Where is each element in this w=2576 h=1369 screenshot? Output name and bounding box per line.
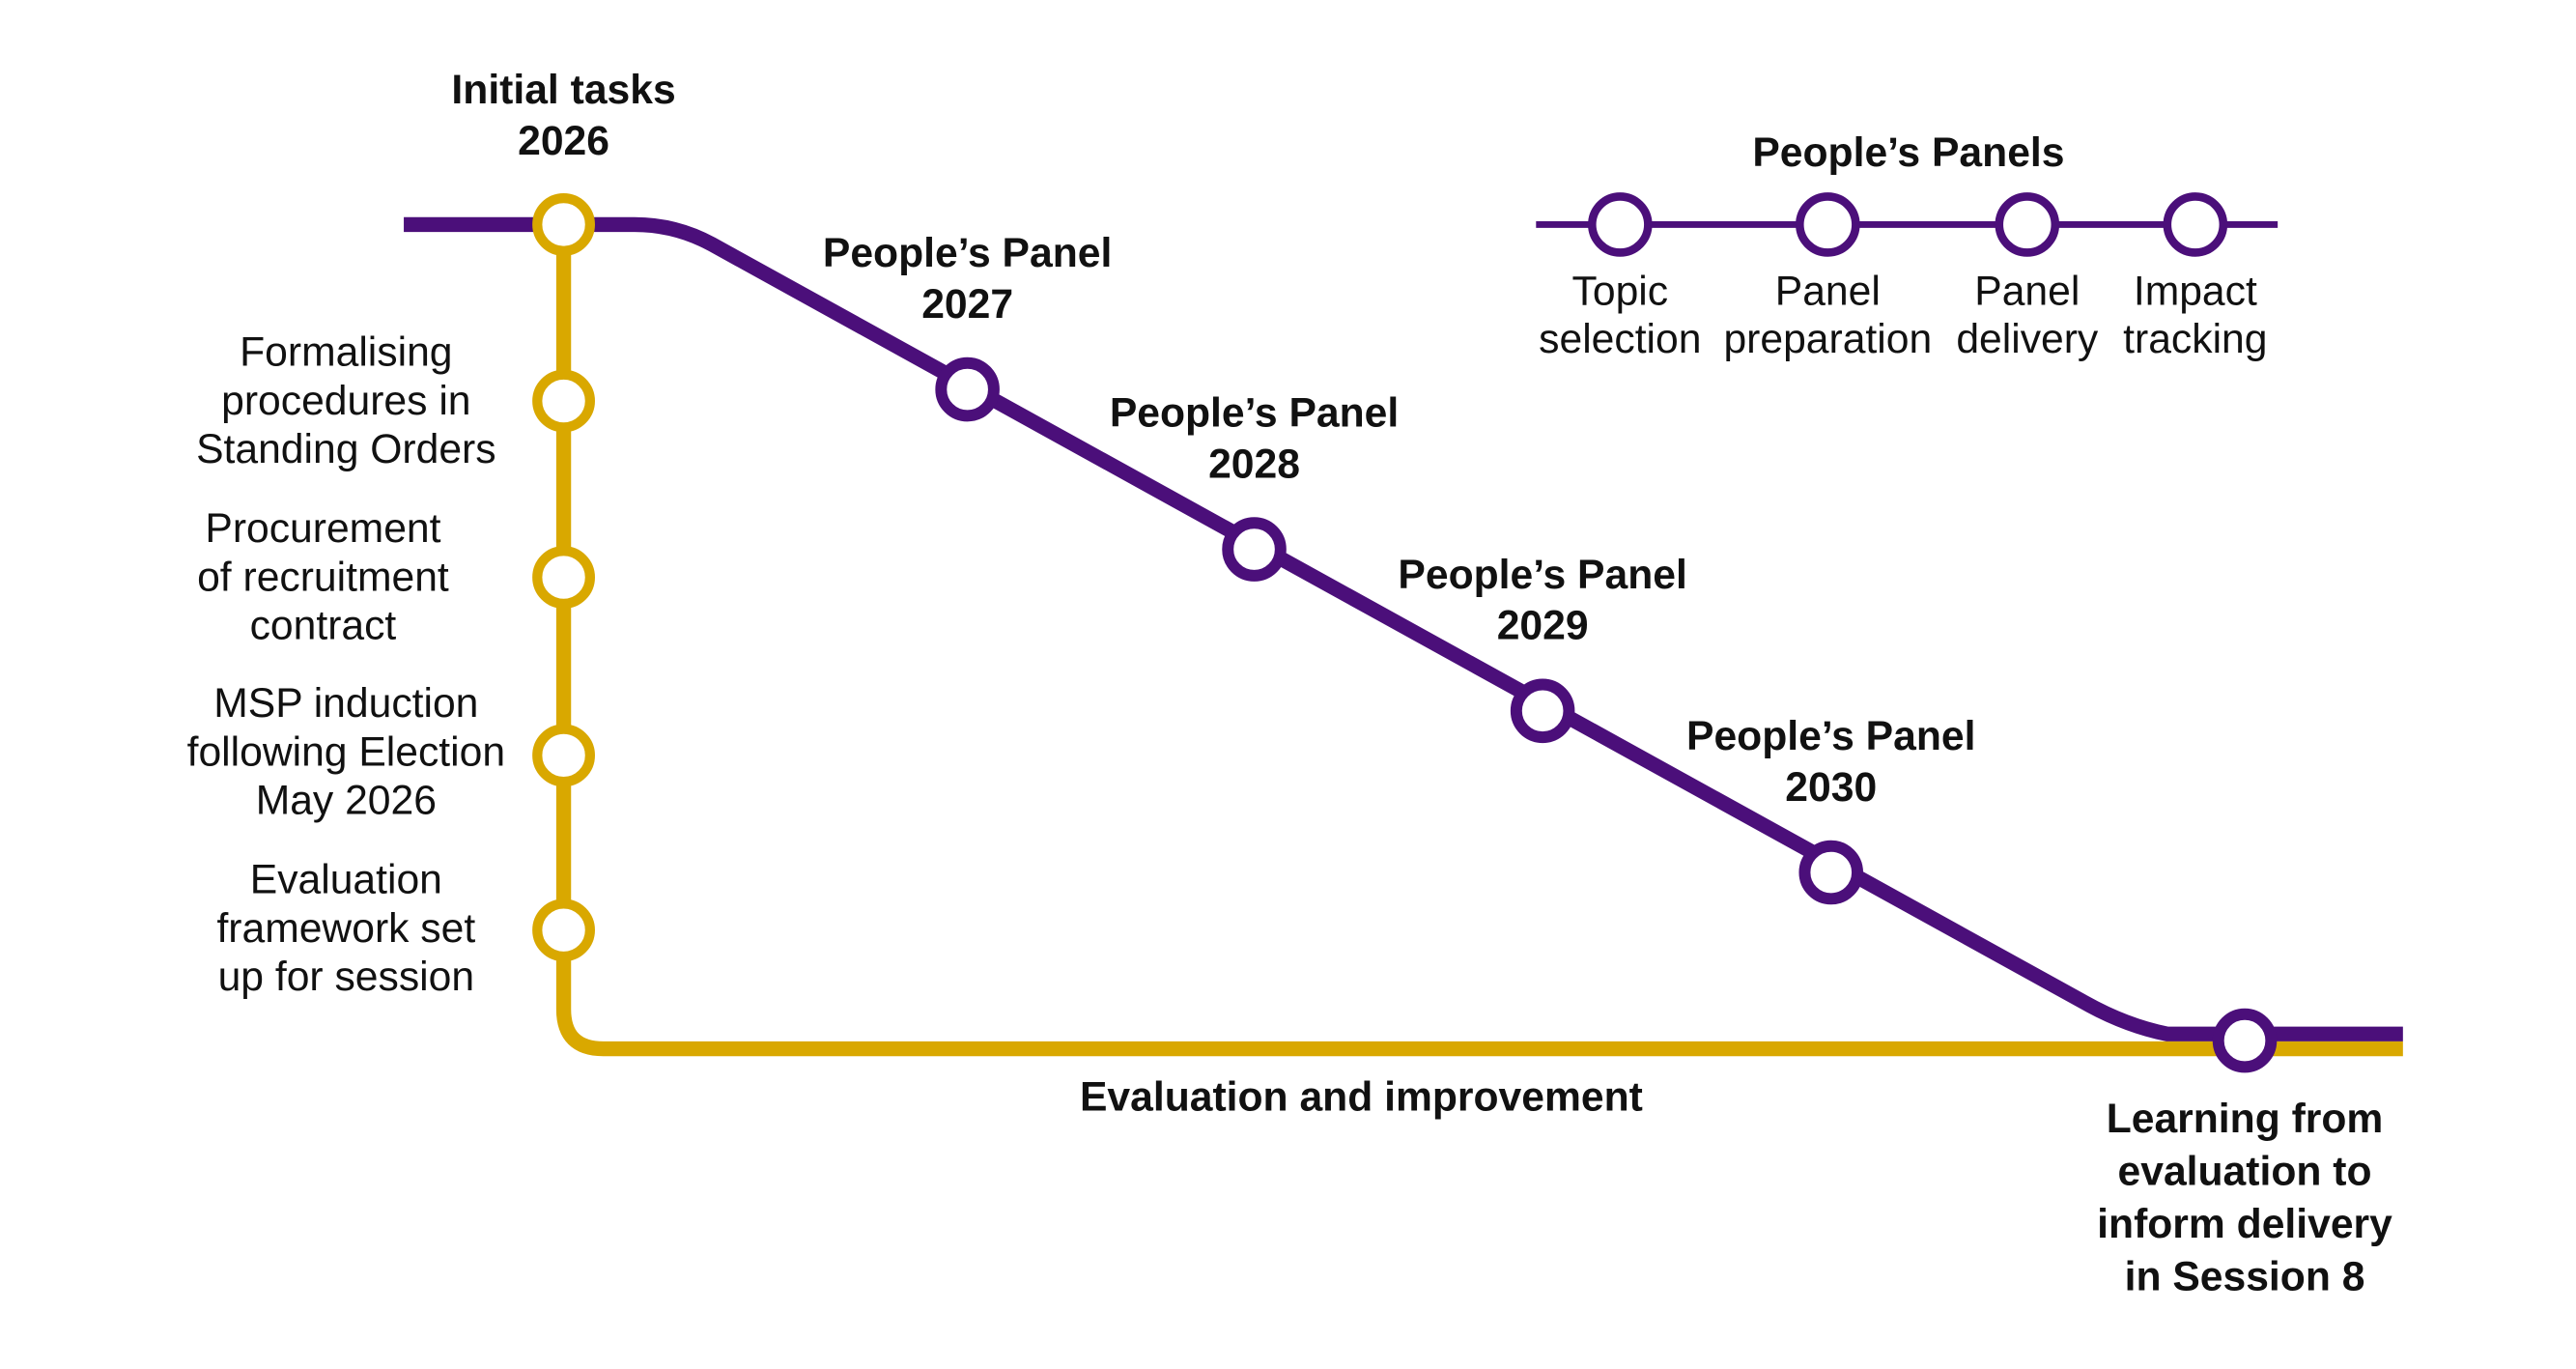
legend-stage-label: tracking (2123, 316, 2267, 362)
panel-label: 2030 (1785, 764, 1877, 811)
legend-stage-label: selection (1539, 316, 1701, 362)
legend-stop (1995, 192, 2060, 257)
legend-stop (1588, 192, 1653, 257)
panel-label: 2027 (921, 281, 1013, 328)
panel-stop (935, 357, 1000, 422)
legend-stage-label: Panel (1775, 268, 1881, 314)
panel-label: People’s Panel (1686, 713, 1975, 759)
task-label: Procurement (205, 505, 440, 552)
legend-stage-label: Panel (1974, 268, 2080, 314)
end-label: in Session 8 (2125, 1254, 2365, 1300)
start-label: Initial tasks (451, 67, 675, 113)
task-label: procedures in (221, 378, 470, 424)
task-stop (532, 369, 595, 433)
legend-stop (1796, 192, 1860, 257)
legend-stage-label: Impact (2134, 268, 2257, 314)
legend-stage-label: delivery (1956, 316, 2099, 362)
panel-label: People’s Panel (1398, 552, 1686, 598)
task-stop (532, 724, 595, 787)
evaluation-label: Evaluation and improvement (1080, 1074, 1643, 1121)
task-stop (532, 898, 595, 962)
evaluation-line (555, 224, 2403, 1057)
task-label: following Election (187, 728, 505, 775)
legend-title: People’s Panels (1752, 129, 2064, 176)
task-label: Standing Orders (196, 426, 496, 472)
panels-line (404, 216, 2403, 1041)
legend-stage-label: preparation (1723, 316, 1932, 362)
panel-stop (1798, 840, 1864, 905)
end-label: evaluation to (2118, 1149, 2372, 1195)
panel-label: 2029 (1497, 603, 1589, 649)
task-label: MSP induction (213, 680, 478, 727)
panel-stop (1510, 678, 1575, 744)
task-label: up for session (218, 954, 474, 1000)
panel-label: People’s Panel (823, 230, 1112, 276)
task-stop (532, 193, 595, 256)
task-label: contract (250, 603, 397, 649)
panel-label: 2028 (1208, 442, 1300, 488)
panel-label: People’s Panel (1110, 390, 1399, 437)
task-label: Evaluation (250, 857, 442, 903)
task-label: of recruitment (197, 554, 449, 600)
task-stop (532, 546, 595, 610)
task-label: Formalising (240, 328, 452, 375)
start-label: 2026 (518, 118, 609, 164)
end-label: Learning from (2107, 1096, 2384, 1142)
legend-stop (2163, 192, 2228, 257)
legend-stage-label: Topic (1572, 268, 1669, 314)
panel-stop (1222, 517, 1287, 582)
task-label: framework set (216, 905, 475, 952)
task-label: May 2026 (256, 778, 437, 824)
end-label: inform delivery (2097, 1201, 2392, 1247)
end-stop (2212, 1008, 2278, 1073)
